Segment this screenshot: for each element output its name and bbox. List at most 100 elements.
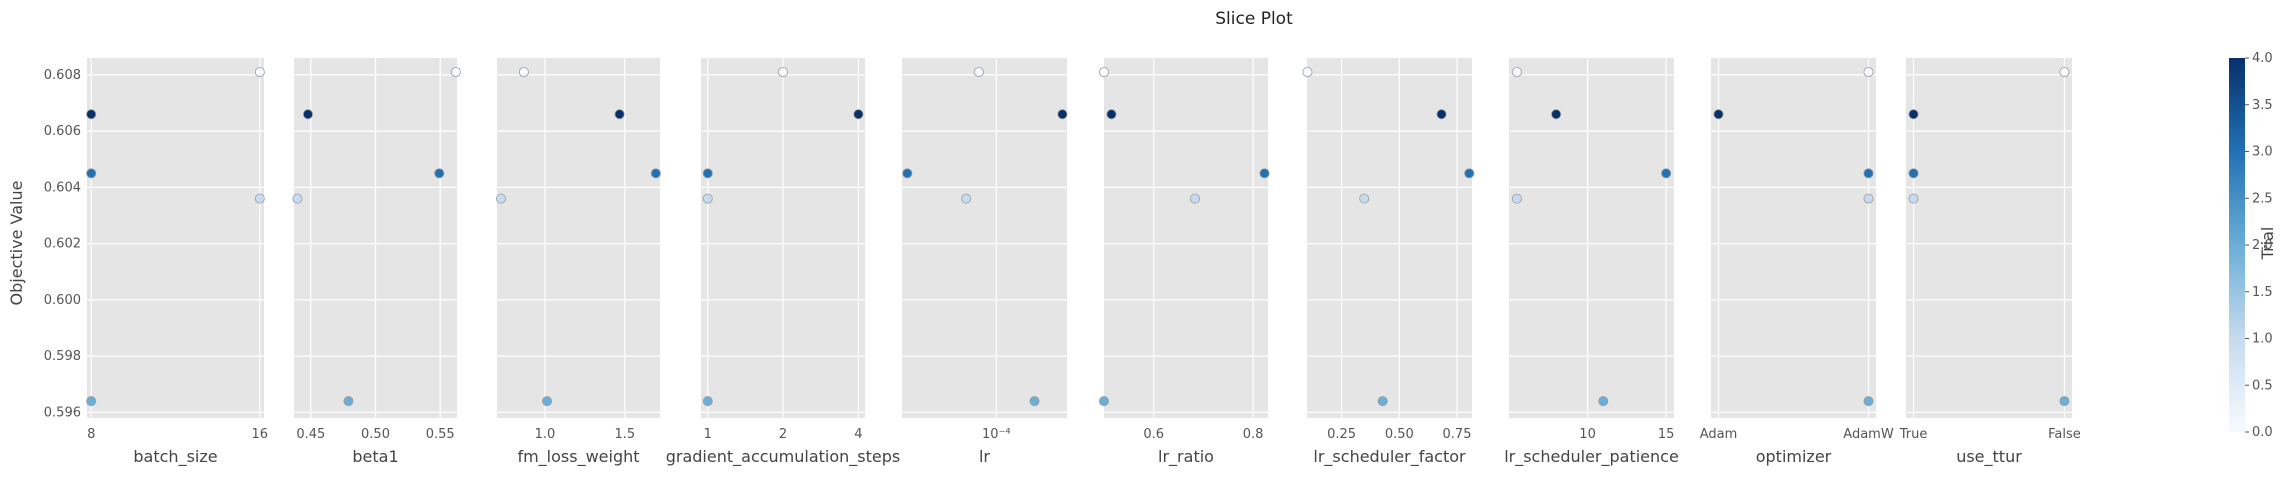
data-point-trial-3 bbox=[1464, 168, 1475, 179]
colorbar-tick-label: 1.5 bbox=[2252, 285, 2273, 300]
data-point-trial-0 bbox=[2059, 67, 2070, 78]
x-tick-label: 0.25 bbox=[1327, 427, 1356, 442]
x-tick-label: 0.50 bbox=[361, 427, 390, 442]
panel-background bbox=[1711, 58, 1876, 418]
panel-background bbox=[497, 58, 660, 418]
data-point-trial-2 bbox=[1598, 396, 1609, 407]
x-axis-label: use_ttur bbox=[1956, 447, 2022, 467]
x-tick-label: 0.75 bbox=[1443, 427, 1472, 442]
data-point-trial-3 bbox=[702, 168, 713, 179]
x-tick-label: 15 bbox=[1658, 427, 1675, 442]
panel-background bbox=[1104, 58, 1268, 418]
x-axis-label: gradient_accumulation_steps bbox=[666, 447, 901, 467]
data-point-trial-3 bbox=[650, 168, 661, 179]
data-point-trial-0 bbox=[1863, 67, 1874, 78]
data-point-trial-3 bbox=[1259, 168, 1270, 179]
y-tick-label: 0.600 bbox=[44, 293, 81, 308]
colorbar-tick-label: 1.0 bbox=[2252, 332, 2273, 347]
y-tick-label: 0.606 bbox=[44, 124, 81, 139]
data-point-trial-3 bbox=[86, 168, 97, 179]
x-tick-label: 4 bbox=[854, 427, 862, 442]
panel-batch_size: 8 16 batch_size 0.596 0.598 0.600 0.602 0.604 0.… bbox=[44, 58, 268, 467]
y-tick-label: 0.602 bbox=[44, 237, 81, 252]
x-tick-label: 0.45 bbox=[296, 427, 325, 442]
data-point-trial-4 bbox=[86, 109, 97, 120]
x-tick-label: 8 bbox=[87, 427, 95, 442]
x-tick-label: 1.5 bbox=[614, 427, 635, 442]
data-point-trial-0 bbox=[973, 67, 984, 78]
x-tick-label: 0.8 bbox=[1243, 427, 1264, 442]
colorbar-tick-label: 0.0 bbox=[2252, 425, 2273, 440]
panel-lr_scheduler_patience: 10 15 lr_scheduler_patience bbox=[1504, 58, 1679, 467]
y-axis-label: Objective Value bbox=[7, 181, 26, 306]
x-axis-label: batch_size bbox=[133, 447, 217, 467]
x-axis-label: beta1 bbox=[352, 447, 398, 466]
y-tick-label: 0.596 bbox=[44, 405, 81, 420]
data-point-trial-4 bbox=[302, 109, 313, 120]
x-tick-label: False bbox=[2048, 427, 2081, 442]
data-point-trial-4 bbox=[1106, 109, 1117, 120]
data-point-trial-0 bbox=[1511, 67, 1522, 78]
x-tick-label: Adam bbox=[1700, 427, 1738, 442]
x-axis-label: lr_ratio bbox=[1158, 447, 1214, 467]
colorbar-tick-label: 2.0 bbox=[2252, 238, 2273, 253]
colorbar-label: Trial bbox=[2258, 227, 2277, 261]
data-point-trial-3 bbox=[1908, 168, 1919, 179]
data-point-trial-1 bbox=[495, 193, 506, 204]
panel-use_ttur: True False use_ttur bbox=[1899, 58, 2081, 467]
data-point-trial-2 bbox=[1029, 396, 1040, 407]
data-point-trial-0 bbox=[1099, 67, 1110, 78]
data-point-trial-0 bbox=[254, 67, 265, 78]
x-tick-label: 2 bbox=[779, 427, 787, 442]
colorbar-tick-label: 4.0 bbox=[2252, 51, 2273, 66]
data-point-trial-4 bbox=[1551, 109, 1562, 120]
x-tick-label: 1.0 bbox=[535, 427, 556, 442]
data-point-trial-0 bbox=[778, 67, 789, 78]
data-point-trial-2 bbox=[2059, 396, 2070, 407]
chart-title: Slice Plot bbox=[1215, 9, 1293, 29]
x-tick-label: 0.50 bbox=[1385, 427, 1414, 442]
x-tick-label: 0.55 bbox=[426, 427, 455, 442]
x-tick-label: 10 bbox=[1579, 427, 1596, 442]
data-point-trial-2 bbox=[1099, 396, 1110, 407]
data-point-trial-2 bbox=[86, 396, 97, 407]
x-axis-label: optimizer bbox=[1756, 447, 1832, 466]
colorbar-tick-label: 3.5 bbox=[2252, 98, 2273, 113]
data-point-trial-1 bbox=[961, 193, 972, 204]
panel-gradient_accumulation_steps: 1 2 4 gradient_accumulation_steps bbox=[666, 58, 901, 467]
data-point-trial-3 bbox=[1661, 168, 1672, 179]
panel-background bbox=[1307, 58, 1472, 418]
x-axis-label: lr_scheduler_factor bbox=[1313, 447, 1466, 467]
x-axis-label: lr bbox=[979, 447, 990, 466]
y-tick-label: 0.608 bbox=[44, 68, 81, 83]
data-point-trial-4 bbox=[1057, 109, 1068, 120]
x-axis-label: lr_scheduler_patience bbox=[1504, 447, 1679, 467]
colorbar-bar bbox=[2229, 58, 2245, 432]
data-point-trial-1 bbox=[254, 193, 265, 204]
data-point-trial-1 bbox=[1908, 193, 1919, 204]
data-point-trial-3 bbox=[902, 168, 913, 179]
data-point-trial-1 bbox=[1359, 193, 1370, 204]
x-axis-label: fm_loss_weight bbox=[517, 447, 639, 467]
panel-background bbox=[1509, 58, 1674, 418]
data-point-trial-0 bbox=[1302, 67, 1313, 78]
colorbar-tick-label: 2.5 bbox=[2252, 191, 2273, 206]
y-tick-label: 0.598 bbox=[44, 349, 81, 364]
data-point-trial-2 bbox=[702, 396, 713, 407]
x-tick-label: 0.6 bbox=[1143, 427, 1164, 442]
x-tick-label: 10⁻⁴ bbox=[982, 427, 1011, 442]
data-point-trial-1 bbox=[702, 193, 713, 204]
data-point-trial-2 bbox=[343, 396, 354, 407]
panel-beta1: 0.45 0.50 0.55 beta1 bbox=[292, 58, 461, 466]
data-point-trial-2 bbox=[542, 396, 553, 407]
panel-background bbox=[87, 58, 264, 418]
data-point-trial-1 bbox=[1511, 193, 1522, 204]
data-point-trial-2 bbox=[1863, 396, 1874, 407]
panel-background bbox=[902, 58, 1067, 418]
data-point-trial-3 bbox=[1863, 168, 1874, 179]
panel-lr_ratio: 0.6 0.8 lr_ratio bbox=[1099, 58, 1270, 467]
data-point-trial-4 bbox=[614, 109, 625, 120]
data-point-trial-0 bbox=[450, 67, 461, 78]
x-tick-label: 1 bbox=[704, 427, 712, 442]
panel-lr: 10⁻⁴ lr bbox=[902, 58, 1068, 466]
